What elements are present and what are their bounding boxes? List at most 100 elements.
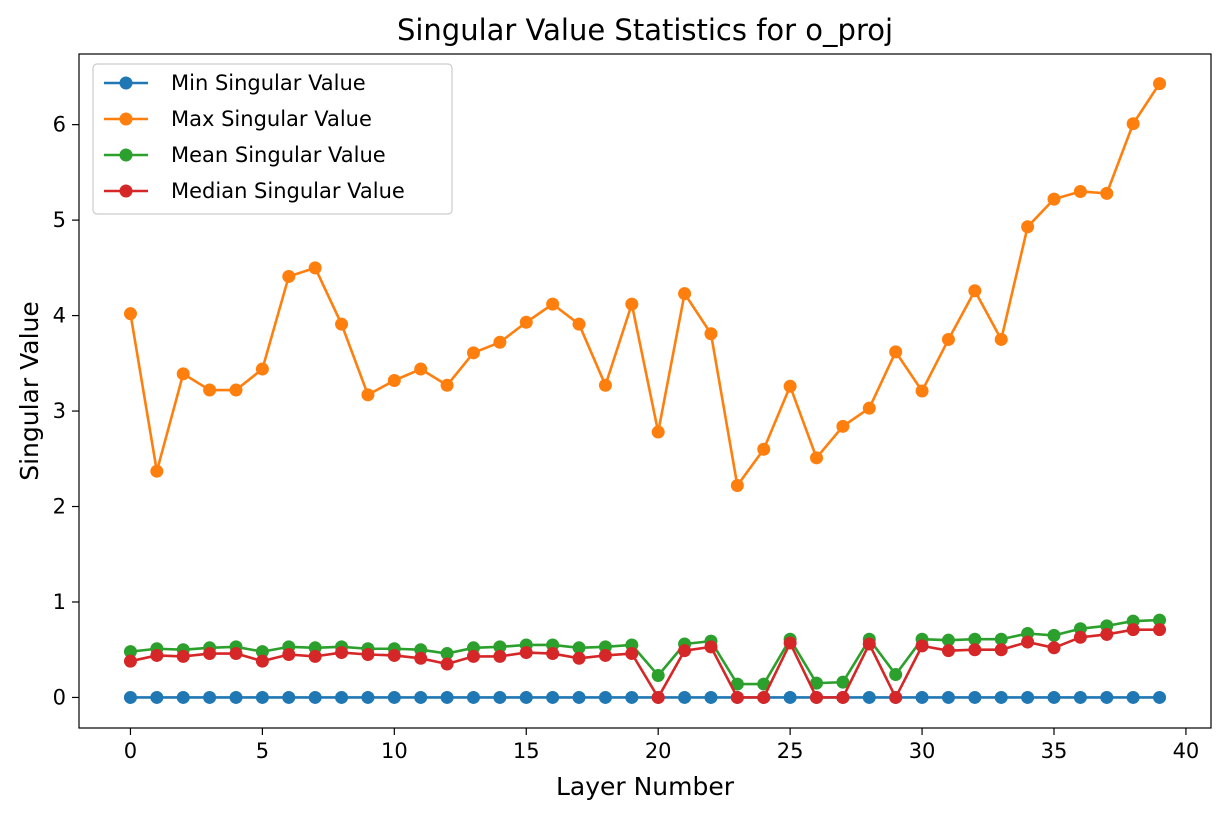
data-point-max-singular-value	[889, 345, 903, 359]
data-point-mean-singular-value	[994, 632, 1008, 646]
data-point-max-singular-value	[625, 297, 639, 311]
legend-label: Min Singular Value	[171, 71, 366, 95]
data-point-median-singular-value	[414, 651, 428, 665]
data-point-max-singular-value	[361, 388, 375, 402]
data-point-max-singular-value	[968, 284, 982, 298]
data-point-mean-singular-value	[572, 641, 586, 655]
data-point-min-singular-value	[1073, 690, 1087, 704]
data-point-median-singular-value	[915, 639, 929, 653]
legend-marker	[119, 184, 133, 198]
data-point-mean-singular-value	[757, 677, 771, 691]
data-point-min-singular-value	[704, 690, 718, 704]
data-point-max-singular-value	[678, 287, 692, 301]
data-point-median-singular-value	[704, 640, 718, 654]
data-point-median-singular-value	[678, 644, 692, 658]
data-point-max-singular-value	[598, 378, 612, 392]
y-tick-label: 1	[53, 590, 66, 614]
data-point-min-singular-value	[783, 690, 797, 704]
data-point-median-singular-value	[361, 647, 375, 661]
data-point-median-singular-value	[1126, 623, 1140, 637]
legend-label: Median Singular Value	[171, 179, 405, 203]
data-point-max-singular-value	[941, 332, 955, 346]
data-point-median-singular-value	[1100, 627, 1114, 641]
data-point-max-singular-value	[915, 384, 929, 398]
legend-marker	[119, 148, 133, 162]
legend-label: Mean Singular Value	[171, 143, 386, 167]
data-point-max-singular-value	[836, 419, 850, 433]
data-point-mean-singular-value	[941, 633, 955, 647]
data-point-min-singular-value	[1021, 690, 1035, 704]
legend-item-max-singular-value: Max Singular Value	[104, 107, 372, 131]
data-point-median-singular-value	[1153, 623, 1167, 637]
data-point-max-singular-value	[546, 297, 560, 311]
data-point-median-singular-value	[308, 649, 322, 663]
series-line-mean-singular-value	[130, 618, 1160, 686]
data-point-median-singular-value	[889, 690, 903, 704]
x-axis-label: Layer Number	[556, 772, 735, 801]
data-point-min-singular-value	[1100, 690, 1114, 704]
data-point-median-singular-value	[651, 690, 665, 704]
data-point-max-singular-value	[1100, 186, 1114, 200]
legend-marker	[119, 76, 133, 90]
series-layer	[123, 77, 1167, 704]
data-point-max-singular-value	[1073, 184, 1087, 198]
data-point-median-singular-value	[519, 646, 533, 660]
data-point-median-singular-value	[598, 648, 612, 662]
data-point-median-singular-value	[1073, 630, 1087, 644]
data-point-median-singular-value	[1047, 641, 1061, 655]
data-point-max-singular-value	[387, 373, 401, 387]
data-point-mean-singular-value	[730, 677, 744, 691]
x-tick-label: 35	[1041, 739, 1068, 763]
series-max-singular-value	[123, 77, 1167, 493]
data-point-mean-singular-value	[889, 668, 903, 682]
data-point-max-singular-value	[150, 464, 164, 478]
data-point-median-singular-value	[150, 648, 164, 662]
data-point-max-singular-value	[229, 383, 243, 397]
data-point-min-singular-value	[123, 690, 137, 704]
data-point-max-singular-value	[1021, 220, 1035, 234]
data-point-min-singular-value	[282, 690, 296, 704]
data-point-min-singular-value	[361, 690, 375, 704]
data-point-max-singular-value	[757, 442, 771, 456]
data-point-max-singular-value	[203, 383, 217, 397]
data-point-min-singular-value	[678, 690, 692, 704]
x-axis-ticks: 0 5 10 15 20 25 30 35 40	[124, 728, 1199, 763]
x-tick-label: 20	[645, 739, 672, 763]
data-point-min-singular-value	[229, 690, 243, 704]
y-tick-label: 0	[53, 685, 66, 709]
data-point-min-singular-value	[176, 690, 190, 704]
data-point-max-singular-value	[519, 315, 533, 329]
y-axis-label: Singular Value	[15, 301, 44, 481]
data-point-median-singular-value	[123, 654, 137, 668]
data-point-max-singular-value	[493, 335, 507, 349]
data-point-max-singular-value	[308, 261, 322, 275]
data-point-min-singular-value	[1126, 690, 1140, 704]
data-point-mean-singular-value	[123, 645, 137, 659]
data-point-min-singular-value	[335, 690, 349, 704]
data-point-median-singular-value	[862, 637, 876, 651]
data-point-median-singular-value	[493, 649, 507, 663]
data-point-median-singular-value	[625, 647, 639, 661]
data-point-min-singular-value	[519, 690, 533, 704]
data-point-min-singular-value	[598, 690, 612, 704]
data-point-max-singular-value	[176, 367, 190, 381]
legend: Min Singular Value Max Singular Value Mean…	[92, 63, 453, 215]
y-axis-ticks: 0 1 2 3 4 5 6	[53, 113, 79, 709]
data-point-max-singular-value	[572, 317, 586, 331]
data-point-min-singular-value	[255, 690, 269, 704]
data-point-max-singular-value	[1153, 77, 1167, 91]
data-point-max-singular-value	[414, 362, 428, 376]
data-point-max-singular-value	[730, 479, 744, 493]
data-point-max-singular-value	[282, 269, 296, 283]
data-point-min-singular-value	[968, 690, 982, 704]
series-line-median-singular-value	[130, 628, 1160, 699]
data-point-median-singular-value	[466, 649, 480, 663]
legend-marker	[119, 112, 133, 126]
data-point-mean-singular-value	[836, 675, 850, 689]
data-point-max-singular-value	[123, 307, 137, 321]
data-point-mean-singular-value	[968, 632, 982, 646]
data-point-median-singular-value	[994, 643, 1008, 657]
data-point-min-singular-value	[862, 690, 876, 704]
data-point-median-singular-value	[176, 649, 190, 663]
series-line-max-singular-value	[129, 82, 1161, 487]
